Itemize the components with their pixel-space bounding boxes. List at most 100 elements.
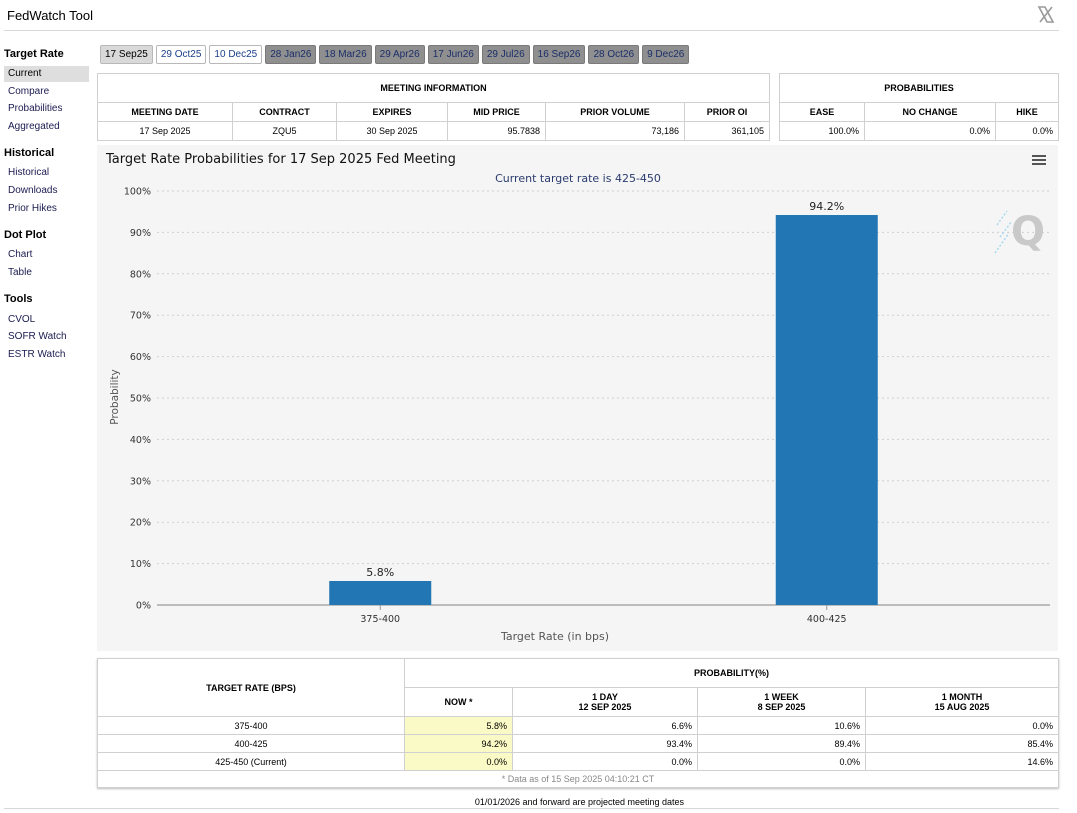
- app-title: FedWatch Tool: [7, 8, 93, 23]
- tab-meeting[interactable]: 29 Jul26: [481, 45, 530, 64]
- probability-bar-chart: 0% 10% 20% 30% 40% 50% 60% 70% 80% 90% 100% 5.8% 94…: [105, 152, 1050, 643]
- column-header-1-week: 1 WEEK 8 SEP 2025: [697, 687, 866, 717]
- rate-cell: 425-450 (Current): [97, 752, 405, 771]
- day-cell: 0.0%: [512, 752, 698, 771]
- meeting-info-table: MEETING INFORMATION MEETING DATE CONTRAC…: [97, 73, 770, 141]
- prior-volume-cell: 73,186: [545, 121, 685, 141]
- bar-400-425[interactable]: [775, 215, 878, 605]
- no-change-cell: 0.0%: [864, 121, 996, 141]
- y-tick-label: 70%: [130, 311, 151, 322]
- hamburger-menu-icon[interactable]: [1031, 155, 1047, 168]
- x-axis-title: Target Rate (in bps): [500, 630, 609, 643]
- y-tick-label: 60%: [130, 352, 151, 363]
- y-tick-label: 0%: [136, 601, 151, 612]
- sidebar-item-historical[interactable]: Historical: [8, 167, 50, 178]
- month-cell: 85.4%: [865, 734, 1059, 753]
- y-tick-label: 50%: [130, 394, 151, 405]
- chart-subtitle: Current target rate is 425-450: [495, 172, 661, 185]
- rate-cell: 400-425: [97, 734, 405, 753]
- hike-cell: 0.0%: [995, 121, 1059, 141]
- column-header: CONTRACT: [232, 102, 337, 122]
- tab-meeting[interactable]: 28 Oct26: [588, 45, 640, 64]
- sidebar-item-sofr-watch[interactable]: SOFR Watch: [8, 331, 67, 342]
- meeting-date-cell: 17 Sep 2025: [97, 121, 233, 141]
- day-cell: 6.6%: [512, 716, 698, 735]
- column-header: MEETING DATE: [97, 102, 233, 122]
- y-tick-label: 20%: [130, 518, 151, 529]
- now-cell: 94.2%: [404, 734, 513, 753]
- month-cell: 14.6%: [865, 752, 1059, 771]
- sidebar-item-cvol[interactable]: CVOL: [8, 314, 36, 325]
- sidebar-heading-historical: Historical: [4, 147, 55, 159]
- watermark-letter: Q: [1011, 209, 1045, 255]
- y-axis-title: Probability: [109, 369, 121, 425]
- table-row: 375-400 5.8% 6.6% 10.6% 0.0%: [97, 716, 1059, 735]
- sidebar-item-current[interactable]: Current: [4, 66, 89, 82]
- y-tick-label: 40%: [130, 435, 151, 446]
- tab-meeting[interactable]: 17 Sep25: [100, 45, 153, 64]
- bar-data-label: 94.2%: [809, 200, 844, 213]
- x-tick-label: 400-425: [807, 614, 847, 625]
- rate-cell: 375-400: [97, 716, 405, 735]
- sidebar-item-prior-hikes[interactable]: Prior Hikes: [8, 203, 57, 214]
- x-tick-label: 375-400: [360, 614, 400, 625]
- tab-meeting[interactable]: 16 Sep26: [532, 45, 586, 64]
- sidebar-item-probabilities[interactable]: Probabilities: [8, 103, 63, 114]
- month-cell: 0.0%: [865, 716, 1059, 735]
- column-header: HIKE: [995, 102, 1059, 122]
- probability-group-header: PROBABILITY(%): [404, 658, 1059, 688]
- tab-meeting[interactable]: 17 Jun26: [427, 45, 479, 64]
- column-header: NO CHANGE: [864, 102, 996, 122]
- tab-meeting[interactable]: 10 Dec25: [209, 45, 263, 64]
- ease-cell: 100.0%: [779, 121, 865, 141]
- bar-375-400[interactable]: [329, 580, 432, 605]
- tab-meeting[interactable]: 28 Jan26: [265, 45, 317, 64]
- data-timestamp-note: * Data as of 15 Sep 2025 04:10:21 CT: [97, 770, 1059, 788]
- column-header: MID PRICE: [447, 102, 546, 122]
- chart-title: Target Rate Probabilities for 17 Sep 202…: [105, 152, 456, 167]
- expires-cell: 30 Sep 2025: [336, 121, 448, 141]
- sidebar-heading-dot-plot: Dot Plot: [4, 229, 47, 241]
- sidebar-heading-tools: Tools: [4, 293, 33, 305]
- sidebar-item-table[interactable]: Table: [8, 267, 32, 278]
- column-header-1-day: 1 DAY 12 SEP 2025: [512, 687, 698, 717]
- y-tick-label: 80%: [130, 269, 151, 280]
- table-row: 400-425 94.2% 93.4% 89.4% 85.4%: [97, 734, 1059, 753]
- sidebar-item-aggregated[interactable]: Aggregated: [8, 121, 60, 132]
- bar-data-label: 5.8%: [366, 566, 394, 579]
- now-cell: 0.0%: [404, 752, 513, 771]
- y-tick-label: 30%: [130, 476, 151, 487]
- y-tick-label: 10%: [130, 559, 151, 570]
- now-cell: 5.8%: [404, 716, 513, 735]
- column-header: PRIOR OI: [684, 102, 770, 122]
- tab-meeting[interactable]: 29 Apr26: [374, 45, 425, 64]
- tab-meeting[interactable]: 29 Oct25: [155, 45, 207, 64]
- probabilities-heading: PROBABILITIES: [779, 73, 1059, 103]
- sidebar-item-compare[interactable]: Compare: [8, 86, 50, 97]
- chart-panel: 0% 10% 20% 30% 40% 50% 60% 70% 80% 90% 100% 5.8% 94…: [97, 145, 1058, 651]
- title-divider: [4, 30, 1059, 31]
- probabilities-table: PROBABILITIES EASE NO CHANGE HIKE 100.0%…: [779, 73, 1059, 141]
- prior-oi-cell: 361,105: [684, 121, 770, 141]
- column-header: EASE: [779, 102, 865, 122]
- sidebar-item-downloads[interactable]: Downloads: [8, 185, 58, 196]
- column-header: EXPIRES: [336, 102, 448, 122]
- close-icon[interactable]: [1036, 5, 1056, 25]
- week-cell: 0.0%: [697, 752, 866, 771]
- tab-meeting[interactable]: 9 Dec26: [642, 45, 690, 64]
- sidebar-heading-target-rate: Target Rate: [4, 48, 64, 60]
- footer-divider: [4, 808, 1059, 809]
- sidebar-item-estr-watch[interactable]: ESTR Watch: [8, 349, 66, 360]
- sidebar-item-chart[interactable]: Chart: [8, 249, 33, 260]
- column-header-now: NOW *: [404, 687, 513, 717]
- tab-meeting[interactable]: 18 Mar26: [319, 45, 372, 64]
- meeting-tabs: 17 Sep25 29 Oct25 10 Dec25 28 Jan26 18 M…: [100, 45, 692, 64]
- week-cell: 10.6%: [697, 716, 866, 735]
- mid-price-cell: 95.7838: [447, 121, 546, 141]
- table-row: 425-450 (Current) 0.0% 0.0% 0.0% 14.6%: [97, 752, 1059, 771]
- week-cell: 89.4%: [697, 734, 866, 753]
- y-tick-label: 90%: [130, 228, 151, 239]
- y-tick-label: 100%: [124, 187, 151, 198]
- watermark-logo: Q: [994, 209, 1045, 255]
- footer-note: 01/01/2026 and forward are projected mee…: [474, 797, 685, 807]
